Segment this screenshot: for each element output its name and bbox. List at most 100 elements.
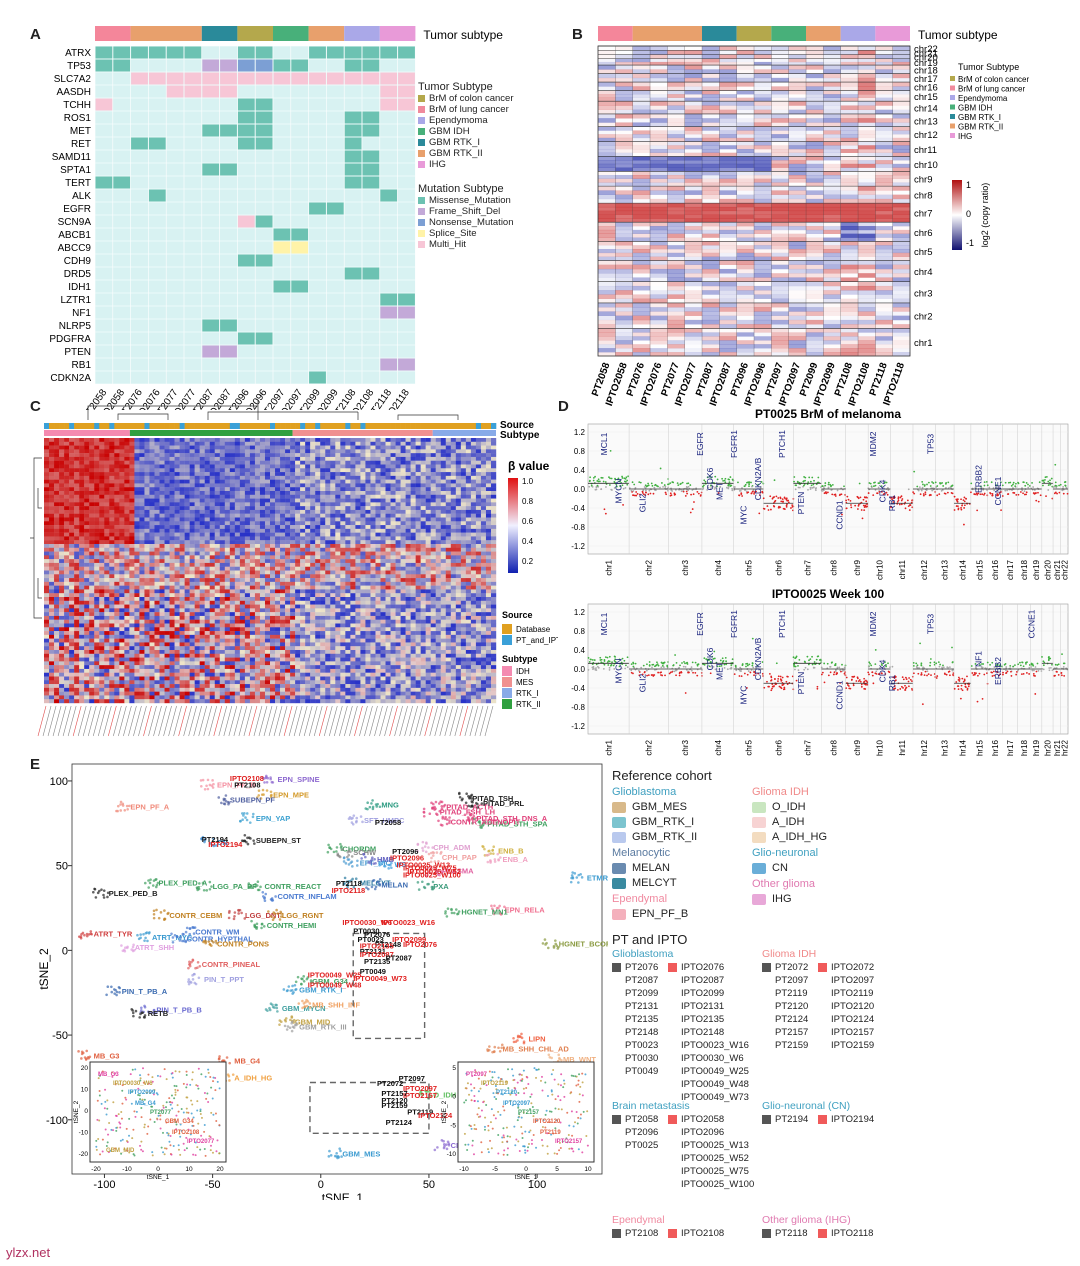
- cnv-cell: [719, 141, 737, 146]
- cnv-cell: [702, 352, 720, 357]
- methylation-cell: [465, 509, 472, 514]
- methylation-cell: [209, 547, 215, 552]
- methylation-cell: [134, 555, 140, 560]
- methylation-cell: [234, 502, 241, 507]
- cnv-cell: [788, 311, 807, 316]
- cnv-cell: [806, 336, 824, 341]
- methylation-cell: [455, 509, 462, 514]
- methylation-cell: [124, 566, 130, 571]
- methylation-cell: [290, 506, 296, 511]
- source-bar-cell: [270, 423, 276, 429]
- methylation-cell: [189, 453, 195, 458]
- methylation-cell: [350, 532, 356, 537]
- methylation-cell: [425, 498, 431, 503]
- methylation-cell: [355, 456, 361, 461]
- cnv-cell: [875, 109, 893, 115]
- cnv-cell: [892, 222, 911, 227]
- methylation-cell: [209, 468, 215, 473]
- cnv-cell: [788, 218, 807, 223]
- methylation-cell: [49, 498, 55, 503]
- methylation-cell: [239, 566, 246, 571]
- methylation-cell: [350, 483, 356, 488]
- cnv-cell: [598, 141, 616, 146]
- methylation-cell: [219, 445, 225, 450]
- methylation-cell: [415, 547, 421, 552]
- cnv-cell: [736, 65, 755, 70]
- cnv-cell: [684, 206, 703, 212]
- methylation-cell: [189, 509, 195, 514]
- cnv-cell: [858, 302, 876, 308]
- cnv-cell: [823, 105, 841, 110]
- cnv-cell: [892, 328, 911, 333]
- methylation-cell: [129, 468, 135, 473]
- source-bar-cell: [330, 423, 336, 429]
- methylation-cell: [280, 468, 286, 473]
- cnv-cell: [736, 137, 755, 142]
- methylation-cell: [194, 483, 200, 488]
- cnv-cell: [892, 233, 911, 238]
- methylation-cell: [114, 483, 120, 488]
- cnv-cell: [840, 268, 859, 274]
- methylation-cell: [460, 559, 467, 564]
- methylation-cell: [174, 456, 180, 461]
- methylation-cell: [440, 483, 446, 488]
- methylation-cell: [335, 517, 341, 522]
- cnv-cell: [632, 248, 651, 254]
- methylation-cell: [355, 479, 361, 484]
- methylation-cell: [219, 525, 225, 530]
- cnv-cell: [806, 290, 824, 295]
- methylation-cell: [290, 494, 296, 499]
- cnv-cell: [702, 58, 720, 63]
- methylation-cell: [189, 441, 195, 446]
- methylation-cell: [124, 464, 130, 469]
- cnv-cell: [598, 182, 616, 187]
- methylation-cell: [370, 472, 376, 477]
- methylation-cell: [450, 562, 457, 567]
- methylation-cell: [54, 521, 60, 526]
- gene-label: ABCB1: [58, 230, 91, 241]
- methylation-cell: [49, 502, 55, 507]
- cnv-cell: [806, 332, 824, 337]
- methylation-cell: [64, 521, 70, 526]
- methylation-cell: [370, 540, 376, 545]
- methylation-cell: [350, 513, 356, 518]
- methylation-cell: [69, 532, 75, 537]
- cnv-cell: [771, 245, 789, 250]
- cnv-cell: [736, 214, 755, 219]
- methylation-cell: [59, 468, 65, 473]
- methylation-cell: [59, 513, 65, 518]
- cnv-cell: [650, 277, 668, 282]
- chromosome-label: chr17: [914, 74, 938, 85]
- methylation-cell: [224, 475, 231, 480]
- methylation-cell: [395, 494, 401, 499]
- cnv-cell: [841, 171, 859, 175]
- cnv-cell: [684, 348, 703, 353]
- methylation-cell: [169, 438, 175, 442]
- cnv-cell: [719, 315, 737, 321]
- methylation-cell: [380, 479, 386, 484]
- methylation-cell: [234, 475, 241, 480]
- methylation-cell: [275, 498, 281, 503]
- methylation-cell: [149, 441, 155, 446]
- methylation-cell: [335, 483, 341, 488]
- cnv-cell: [875, 214, 893, 219]
- source-bar-cell: [305, 423, 311, 429]
- legend-swatch: [950, 76, 955, 81]
- cnv-cell: [702, 126, 720, 131]
- cnv-cell: [650, 328, 668, 333]
- methylation-cell: [390, 460, 396, 465]
- methylation-cell: [259, 559, 266, 564]
- methylation-cell: [415, 438, 421, 442]
- cnv-cell: [892, 82, 911, 87]
- methylation-cell: [360, 487, 366, 492]
- methylation-cell: [179, 456, 185, 461]
- methylation-cell: [430, 521, 436, 526]
- methylation-cell: [154, 464, 160, 469]
- methylation-cell: [44, 449, 50, 454]
- methylation-cell: [310, 517, 316, 522]
- cnv-cell: [702, 203, 720, 208]
- methylation-cell: [64, 517, 70, 522]
- methylation-cell: [490, 559, 497, 564]
- methylation-cell: [184, 566, 190, 571]
- methylation-cell: [350, 551, 356, 556]
